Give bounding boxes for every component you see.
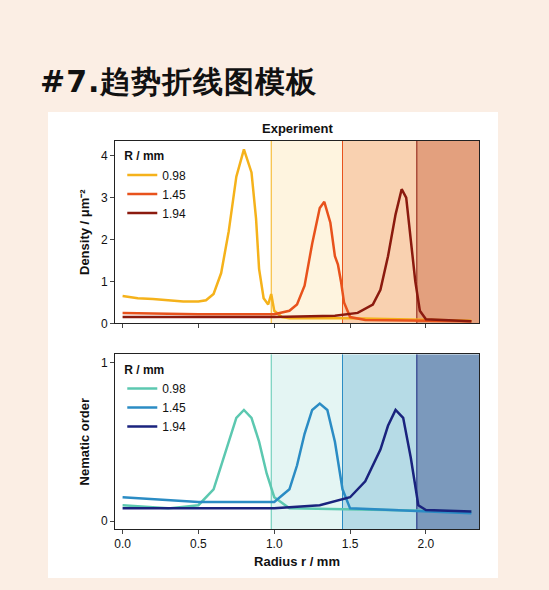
svg-text:1.45: 1.45 xyxy=(162,401,186,415)
svg-text:2.0: 2.0 xyxy=(418,537,435,551)
svg-text:0.98: 0.98 xyxy=(162,169,186,183)
svg-text:R / mm: R / mm xyxy=(124,149,164,163)
svg-text:3: 3 xyxy=(101,191,108,205)
svg-text:1.5: 1.5 xyxy=(342,537,359,551)
svg-text:1.0: 1.0 xyxy=(266,537,283,551)
svg-text:1.94: 1.94 xyxy=(162,420,186,434)
svg-text:0: 0 xyxy=(101,514,108,528)
svg-text:R / mm: R / mm xyxy=(124,363,164,377)
svg-text:2: 2 xyxy=(101,233,108,247)
svg-text:1.94: 1.94 xyxy=(162,207,186,221)
svg-text:0.0: 0.0 xyxy=(114,537,131,551)
svg-text:0: 0 xyxy=(101,317,108,331)
svg-text:1: 1 xyxy=(101,356,108,370)
html-text:#7.趋势折线图模板: #7.趋势折线图模板 xyxy=(40,64,318,99)
svg-text:Density / μm⁻²: Density / μm⁻² xyxy=(77,189,92,275)
svg-text:Radius r / mm: Radius r / mm xyxy=(254,554,340,569)
svg-text:Nematic order: Nematic order xyxy=(77,398,92,485)
svg-text:1.45: 1.45 xyxy=(162,188,186,202)
svg-text:4: 4 xyxy=(101,149,108,163)
svg-text:1: 1 xyxy=(101,275,108,289)
svg-text:Experiment: Experiment xyxy=(262,121,333,136)
svg-text:0.5: 0.5 xyxy=(190,537,207,551)
svg-text:0.98: 0.98 xyxy=(162,382,186,396)
